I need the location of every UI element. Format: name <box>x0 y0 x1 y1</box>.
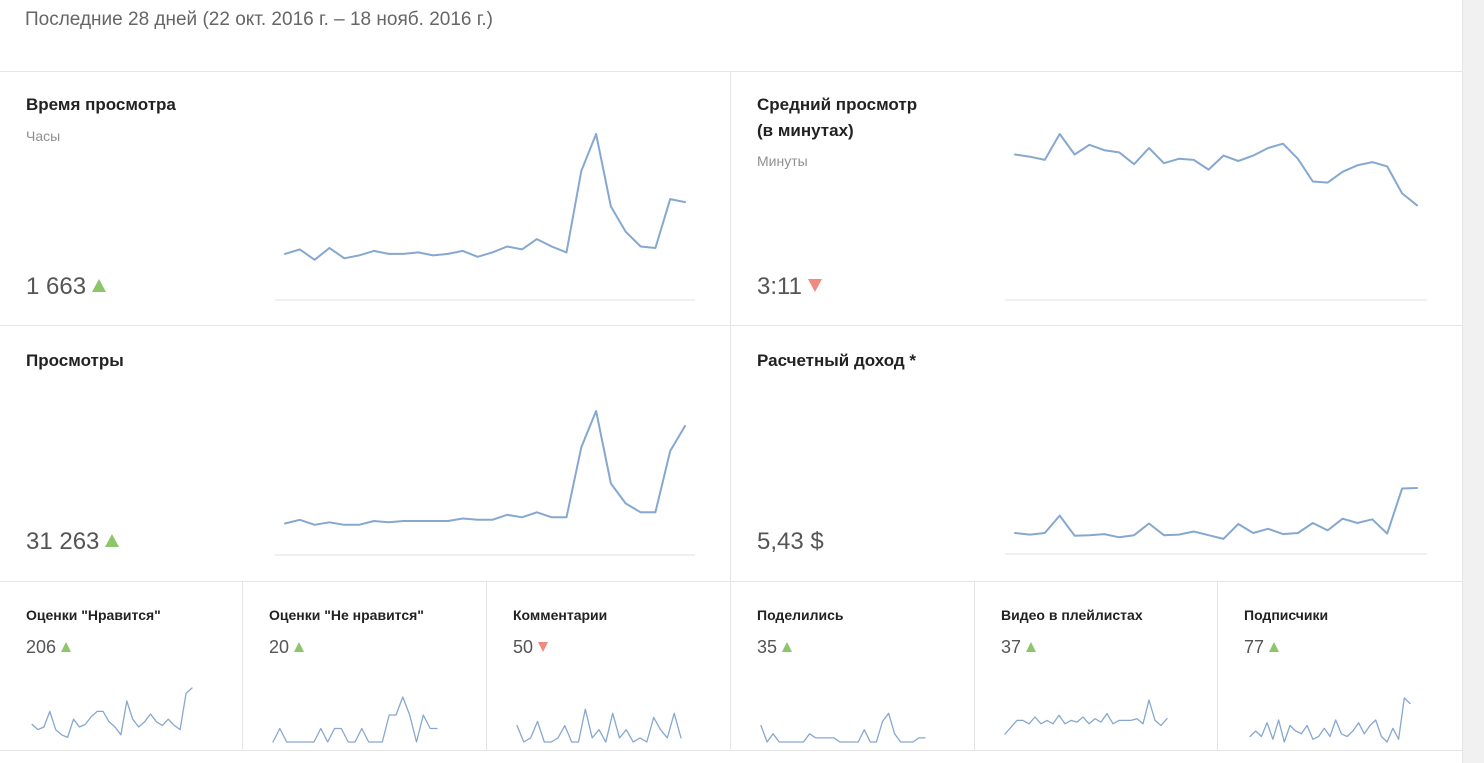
subscribers-sparkline <box>1249 697 1411 743</box>
card-unit: Часы <box>26 128 61 144</box>
trend-down-icon <box>807 279 822 292</box>
series-line <box>1249 697 1411 743</box>
card-value: 37 <box>1001 637 1037 658</box>
comments-sparkline <box>516 708 682 743</box>
divider <box>0 325 1462 326</box>
trend-up-icon <box>92 279 107 292</box>
card-title: Оценки "Нравится" <box>26 607 161 623</box>
card-value: 20 <box>269 637 305 658</box>
series-line <box>272 696 438 743</box>
card-title-line2: (в минутах) <box>757 121 854 140</box>
shares-sparkline <box>760 712 926 743</box>
value-text: 50 <box>513 637 534 657</box>
value-text: 3:11 <box>757 273 802 300</box>
divider <box>242 582 243 750</box>
metric-card-playlists[interactable]: Видео в плейлистах 37 <box>975 582 1217 750</box>
page-scrollbar[interactable] <box>1462 0 1484 763</box>
card-value: 206 <box>26 637 72 658</box>
revenue-sparkline <box>1005 487 1427 555</box>
playlists-sparkline <box>1004 699 1168 735</box>
metric-card-comments[interactable]: Комментарии 50 <box>487 582 730 750</box>
trend-up-icon <box>105 534 120 547</box>
metric-card-shares[interactable]: Поделились 35 <box>731 582 974 750</box>
likes-sparkline <box>31 687 193 739</box>
divider <box>730 72 731 581</box>
value-text: 37 <box>1001 637 1022 657</box>
divider <box>0 750 1462 751</box>
card-value: 50 <box>513 637 549 658</box>
series-line <box>1014 487 1418 540</box>
value-text: 31 263 <box>26 528 100 555</box>
card-title: Средний просмотр (в минутах) <box>757 92 917 144</box>
value-text: 206 <box>26 637 57 657</box>
divider <box>0 71 1462 72</box>
divider <box>974 582 975 750</box>
value-text: 77 <box>1244 637 1265 657</box>
series-line <box>760 712 926 743</box>
watch-time-sparkline <box>275 133 695 301</box>
trend-up-icon <box>1269 642 1280 652</box>
dislikes-sparkline <box>272 696 438 743</box>
value-text: 5,43 $ <box>757 528 824 555</box>
value-text: 20 <box>269 637 290 657</box>
series-line <box>516 708 682 743</box>
metric-card-avg-view[interactable]: Средний просмотр (в минутах) Минуты 3:11 <box>731 72 1462 325</box>
card-value: 31 263 <box>26 528 120 556</box>
card-unit: Минуты <box>757 153 808 169</box>
card-title: Видео в плейлистах <box>1001 607 1143 623</box>
value-text: 35 <box>757 637 778 657</box>
card-title: Поделились <box>757 607 844 623</box>
divider <box>0 581 1462 582</box>
metric-card-revenue[interactable]: Расчетный доход * 5,43 $ <box>731 326 1462 581</box>
trend-up-icon <box>1026 642 1037 652</box>
period-label: Последние 28 дней (22 окт. 2016 г. – 18 … <box>25 9 493 30</box>
card-title: Время просмотра <box>26 95 176 114</box>
metric-card-likes[interactable]: Оценки "Нравится" 206 <box>0 582 242 750</box>
series-line <box>284 410 686 526</box>
trend-up-icon <box>782 642 793 652</box>
card-title: Просмотры <box>26 351 124 370</box>
series-line <box>284 133 686 261</box>
card-value: 1 663 <box>26 273 107 301</box>
card-value: 3:11 <box>757 273 822 301</box>
card-title: Комментарии <box>513 607 608 623</box>
card-value: 5,43 $ <box>757 528 824 556</box>
divider <box>730 582 731 750</box>
series-line <box>1014 133 1418 207</box>
metric-card-dislikes[interactable]: Оценки "Не нравится" 20 <box>243 582 486 750</box>
series-line <box>1004 699 1168 735</box>
card-title: Оценки "Не нравится" <box>269 607 424 623</box>
divider <box>486 582 487 750</box>
views-sparkline <box>275 410 695 556</box>
metric-card-views[interactable]: Просмотры 31 263 <box>0 326 730 581</box>
trend-down-icon <box>538 642 549 652</box>
card-value: 35 <box>757 637 793 658</box>
divider <box>1217 582 1218 750</box>
metric-card-watch-time[interactable]: Время просмотра Часы 1 663 <box>0 72 730 325</box>
card-value: 77 <box>1244 637 1280 658</box>
trend-up-icon <box>294 642 305 652</box>
metric-card-subscribers[interactable]: Подписчики 77 <box>1218 582 1462 750</box>
value-text: 1 663 <box>26 273 87 300</box>
avg-view-sparkline <box>1005 133 1427 301</box>
trend-up-icon <box>61 642 72 652</box>
card-title-line1: Средний просмотр <box>757 95 918 114</box>
series-line <box>31 687 193 739</box>
card-title: Подписчики <box>1244 607 1329 623</box>
card-title: Расчетный доход * <box>757 351 917 370</box>
